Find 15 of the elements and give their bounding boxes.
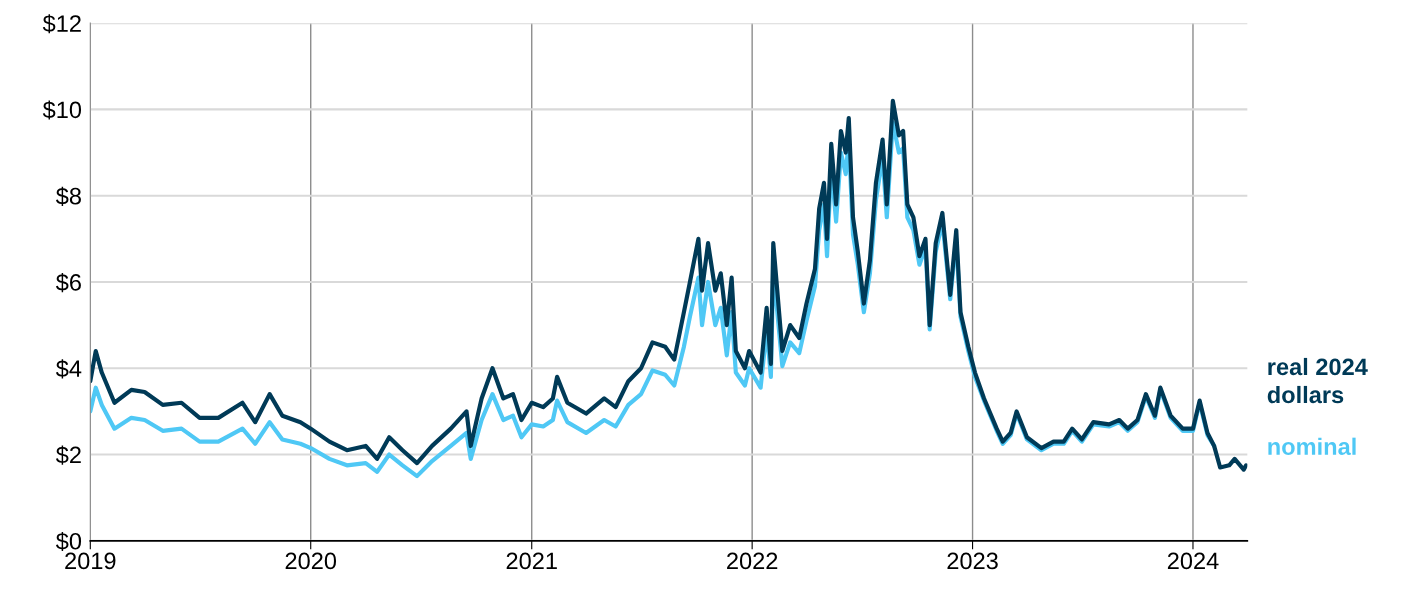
y-tick-label: $10: [42, 100, 82, 120]
text: real 2024 dollars: [1267, 357, 1368, 404]
y-tick-label: $4: [55, 359, 82, 379]
y-tick-label: $12: [42, 14, 81, 34]
y-tick-label: $2: [55, 445, 81, 465]
y-tick-label: $8: [55, 186, 81, 206]
x-tick-label: 2023: [947, 552, 998, 570]
x-tick-label: 2021: [506, 552, 557, 570]
x-tick-label: 2019: [65, 552, 116, 570]
text: nominal: [1268, 437, 1356, 456]
x-tick-label: 2024: [1167, 552, 1219, 570]
x-tick-label: 2022: [727, 552, 778, 570]
x-tick-label: 2020: [285, 552, 337, 570]
y-tick-label: $6: [55, 273, 81, 293]
y-tick-label: $0: [55, 531, 82, 552]
